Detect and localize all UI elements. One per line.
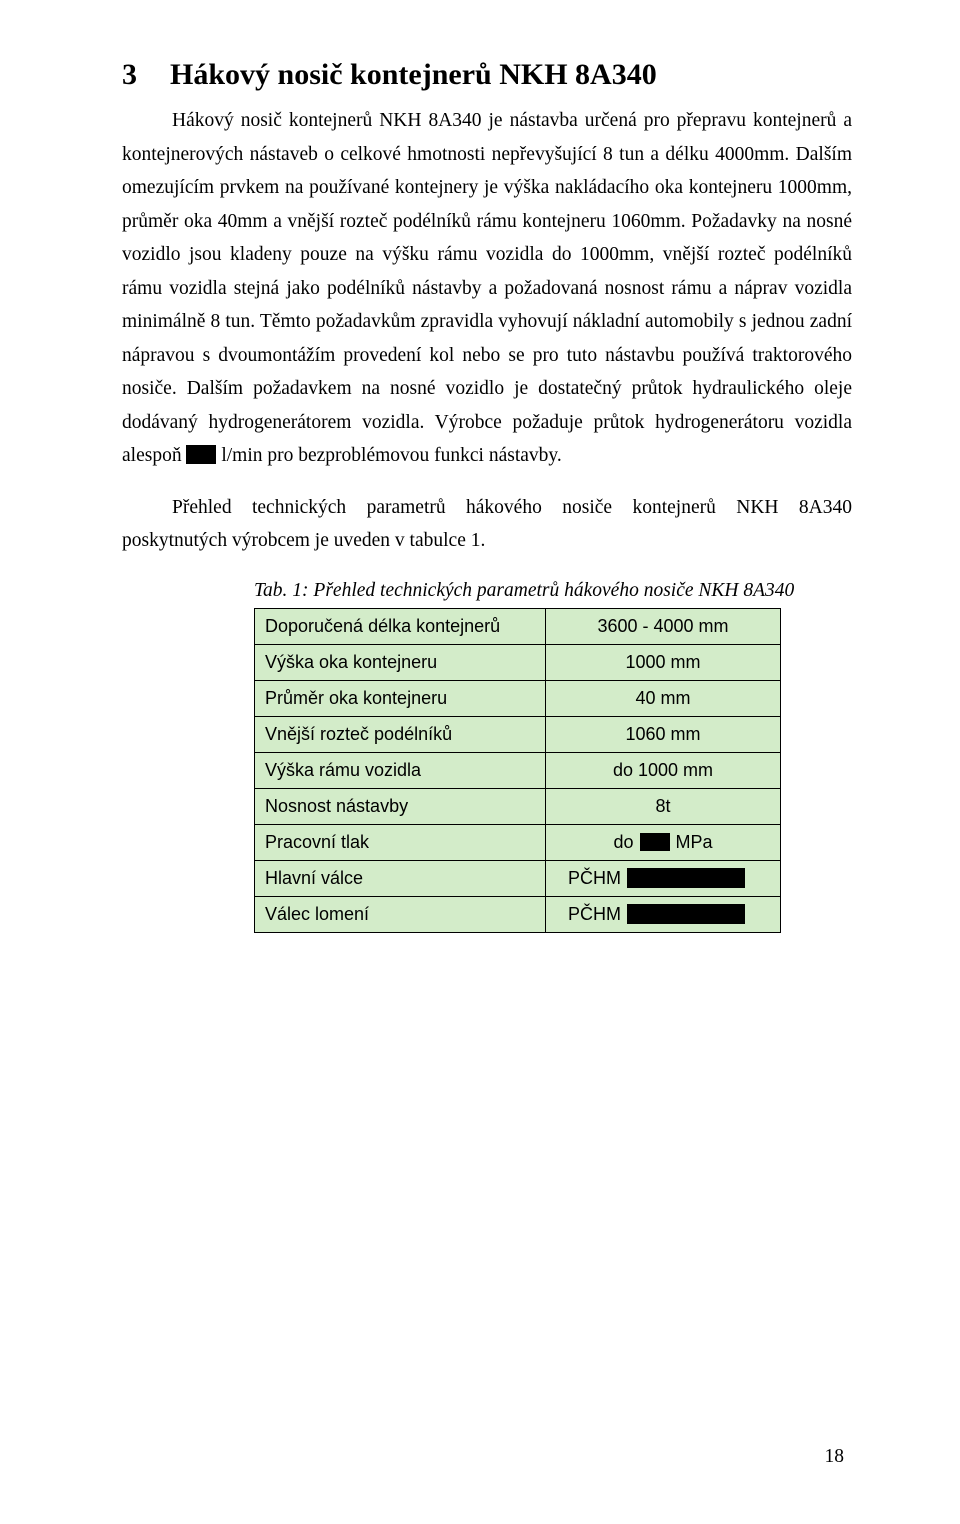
table-row: Vnější rozteč podélníků1060 mm (255, 716, 781, 752)
table-row: Nosnost nástavby8t (255, 788, 781, 824)
table-cell-label: Hlavní válce (255, 860, 546, 896)
table-row: Výška oka kontejneru1000 mm (255, 644, 781, 680)
value-prefix: PČHM (568, 868, 621, 889)
table-row: Válec lomení PČHM (255, 896, 781, 932)
table-cell-label: Válec lomení (255, 896, 546, 932)
paragraph-1b-text: l/min pro bezproblémovou funkci nástavby… (216, 445, 561, 466)
table-cell-value: 3600 - 4000 mm (546, 608, 781, 644)
paragraph-1: Hákový nosič kontejnerů NKH 8A340 je nás… (122, 104, 852, 473)
paragraph-2-text: Přehled technických parametrů hákového n… (122, 497, 852, 552)
table-row: Pracovní tlakdo MPa (255, 824, 781, 860)
table-cell-label: Vnější rozteč podélníků (255, 716, 546, 752)
value-suffix: MPa (676, 832, 713, 853)
table-cell-value: 40 mm (546, 680, 781, 716)
redacted-flow-value (186, 445, 216, 464)
redacted-value (627, 868, 745, 888)
table-cell-label: Výška rámu vozidla (255, 752, 546, 788)
table-row: Hlavní válce PČHM (255, 860, 781, 896)
heading-title: Hákový nosič kontejnerů NKH 8A340 (170, 58, 657, 91)
table-cell-value: 8t (546, 788, 781, 824)
table-cell-value: PČHM (546, 860, 781, 896)
table-cell-value: do 1000 mm (546, 752, 781, 788)
value-prefix: do (613, 832, 633, 853)
table-row: Výška rámu vozidlado 1000 mm (255, 752, 781, 788)
redacted-value (640, 833, 670, 851)
value-prefix: PČHM (568, 904, 621, 925)
spec-table: Doporučená délka kontejnerů3600 - 4000 m… (254, 608, 781, 933)
paragraph-2: Přehled technických parametrů hákového n… (122, 491, 852, 558)
table-cell-value: do MPa (546, 824, 781, 860)
spec-table-body: Doporučená délka kontejnerů3600 - 4000 m… (255, 608, 781, 932)
table-cell-label: Průměr oka kontejneru (255, 680, 546, 716)
table-cell-label: Doporučená délka kontejnerů (255, 608, 546, 644)
table-row: Doporučená délka kontejnerů3600 - 4000 m… (255, 608, 781, 644)
paragraph-1a-text: Hákový nosič kontejnerů NKH 8A340 je nás… (122, 110, 852, 466)
table-cell-value: 1060 mm (546, 716, 781, 752)
page-number: 18 (825, 1446, 845, 1468)
table-row: Průměr oka kontejneru40 mm (255, 680, 781, 716)
table-cell-value: 1000 mm (546, 644, 781, 680)
table-caption: Tab. 1: Přehled technických parametrů há… (254, 580, 852, 602)
table-cell-label: Nosnost nástavby (255, 788, 546, 824)
table-cell-value: PČHM (546, 896, 781, 932)
redacted-value (627, 904, 745, 924)
table-cell-label: Pracovní tlak (255, 824, 546, 860)
table-cell-label: Výška oka kontejneru (255, 644, 546, 680)
page: 3Hákový nosič kontejnerů NKH 8A340 Hákov… (0, 0, 960, 1524)
heading-number: 3 (122, 58, 170, 92)
section-heading: 3Hákový nosič kontejnerů NKH 8A340 (122, 58, 852, 92)
